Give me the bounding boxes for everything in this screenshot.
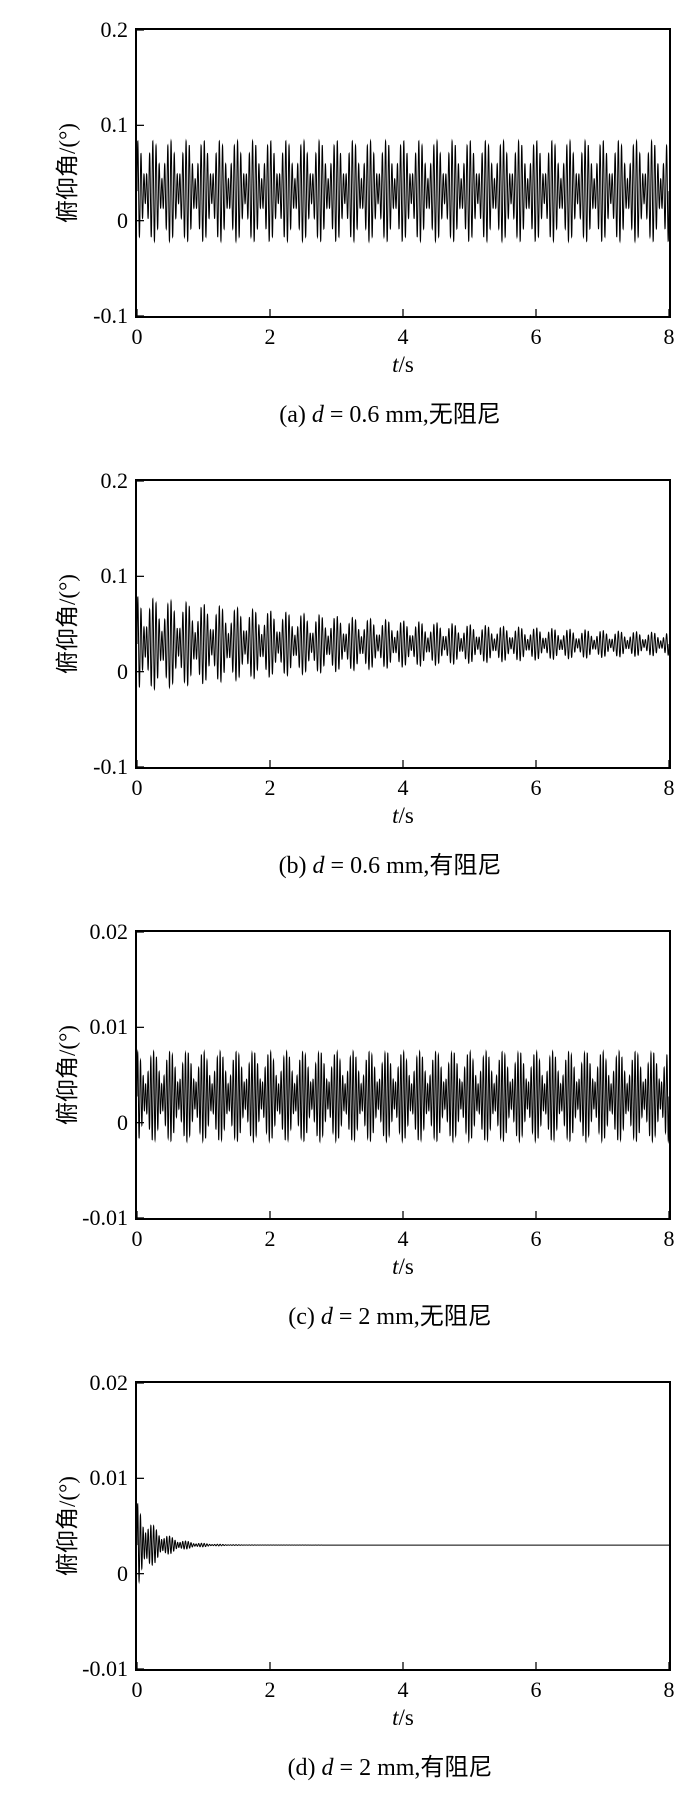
y-axis-label: 俯仰角/(°): [55, 123, 80, 223]
caption-index: (c): [288, 1304, 321, 1330]
x-tick-label: 2: [264, 1677, 276, 1702]
x-axis-unit: /s: [398, 1705, 414, 1730]
caption-variable: d: [320, 1304, 333, 1330]
caption-text: = 0.6 mm,无阻尼: [323, 402, 501, 428]
caption-variable: d: [311, 402, 324, 428]
y-tick-label: -0.01: [82, 1205, 128, 1230]
x-axis-unit: /s: [398, 803, 414, 828]
x-tick-label: 8: [663, 1226, 675, 1251]
y-tick-label: 0.02: [89, 919, 129, 944]
y-tick-label: 0.2: [100, 17, 129, 42]
x-tick-label: 8: [663, 324, 675, 349]
panel-caption: (a) d = 0.6 mm,无阻尼: [40, 394, 700, 429]
waveform-canvas: [137, 1383, 669, 1669]
caption-text: = 0.6 mm,有阻尼: [324, 853, 502, 879]
y-tick-label: 0: [117, 658, 128, 684]
y-tick-label: 0.1: [100, 112, 129, 138]
x-axis-unit: /s: [398, 1254, 414, 1279]
x-tick-label: 6: [530, 775, 542, 800]
x-tick-label: 2: [264, 1226, 276, 1251]
x-axis-variable: t: [392, 1705, 399, 1730]
y-tick-label: -0.01: [82, 1656, 128, 1681]
x-tick-label: 6: [530, 1226, 542, 1251]
caption-variable: d: [312, 853, 325, 879]
x-axis-label: t/s: [135, 803, 671, 829]
y-tick-label: 0.01: [89, 1014, 129, 1040]
y-tick-label: 0: [117, 1109, 128, 1135]
x-tick-label: 8: [663, 1677, 675, 1702]
x-axis-label: t/s: [135, 352, 671, 378]
x-tick-label: 6: [530, 1677, 542, 1702]
plot-area: [135, 479, 671, 769]
waveform-canvas: [137, 30, 669, 316]
chart-panel-a: 俯仰角/(°) t/s (a) d = 0.6 mm,无阻尼 -0.1 0 0.1 0…: [40, 16, 700, 451]
x-tick-label: 0: [131, 324, 143, 349]
x-tick-label: 4: [397, 775, 409, 800]
plot-area: [135, 1381, 671, 1671]
x-axis-variable: t: [392, 803, 399, 828]
x-tick-label: 4: [397, 1677, 409, 1702]
panel-caption: (b) d = 0.6 mm,有阻尼: [40, 845, 700, 880]
y-tick-label: 0.1: [100, 563, 129, 589]
panel-caption: (c) d = 2 mm,无阻尼: [40, 1296, 700, 1331]
x-tick-label: 6: [530, 324, 542, 349]
y-tick-label: -0.1: [93, 303, 128, 328]
panel-caption: (d) d = 2 mm,有阻尼: [40, 1747, 700, 1782]
x-tick-label: 4: [397, 324, 409, 349]
figure: 俯仰角/(°) t/s (a) d = 0.6 mm,无阻尼 -0.1 0 0.1 0…: [0, 16, 700, 1804]
y-tick-label: 0: [117, 1560, 128, 1586]
x-tick-label: 4: [397, 1226, 409, 1251]
plot-area: [135, 930, 671, 1220]
waveform-canvas: [137, 932, 669, 1218]
chart-panel-d: 俯仰角/(°) t/s (d) d = 2 mm,有阻尼 -0.01 0 0.01 0…: [40, 1369, 700, 1804]
y-axis-label: 俯仰角/(°): [55, 1476, 80, 1576]
caption-text: = 2 mm,无阻尼: [332, 1304, 492, 1330]
x-tick-label: 0: [131, 775, 143, 800]
y-tick-label: 0.01: [89, 1465, 129, 1491]
y-tick-label: 0.2: [100, 468, 129, 493]
x-axis-label: t/s: [135, 1705, 671, 1731]
x-axis-variable: t: [392, 1254, 399, 1279]
caption-index: (a): [279, 402, 312, 428]
y-tick-label: -0.1: [93, 754, 128, 779]
x-tick-label: 0: [131, 1226, 143, 1251]
x-tick-label: 2: [264, 775, 276, 800]
y-tick-label: 0.02: [89, 1370, 129, 1395]
caption-index: (d): [287, 1755, 322, 1781]
x-tick-label: 0: [131, 1677, 143, 1702]
chart-panel-c: 俯仰角/(°) t/s (c) d = 2 mm,无阻尼 -0.01 0 0.01 0…: [40, 918, 700, 1353]
x-axis-unit: /s: [398, 352, 414, 377]
caption-index: (b): [278, 853, 313, 879]
caption-text: = 2 mm,有阻尼: [333, 1755, 493, 1781]
x-axis-variable: t: [392, 352, 399, 377]
y-tick-label: 0: [117, 207, 128, 233]
waveform-canvas: [137, 481, 669, 767]
plot-area: [135, 28, 671, 318]
chart-panel-b: 俯仰角/(°) t/s (b) d = 0.6 mm,有阻尼 -0.1 0 0.1 0…: [40, 467, 700, 902]
x-tick-label: 8: [663, 775, 675, 800]
y-axis-label: 俯仰角/(°): [55, 574, 80, 674]
caption-variable: d: [321, 1755, 334, 1781]
y-axis-label: 俯仰角/(°): [55, 1025, 80, 1125]
x-axis-label: t/s: [135, 1254, 671, 1280]
x-tick-label: 2: [264, 324, 276, 349]
